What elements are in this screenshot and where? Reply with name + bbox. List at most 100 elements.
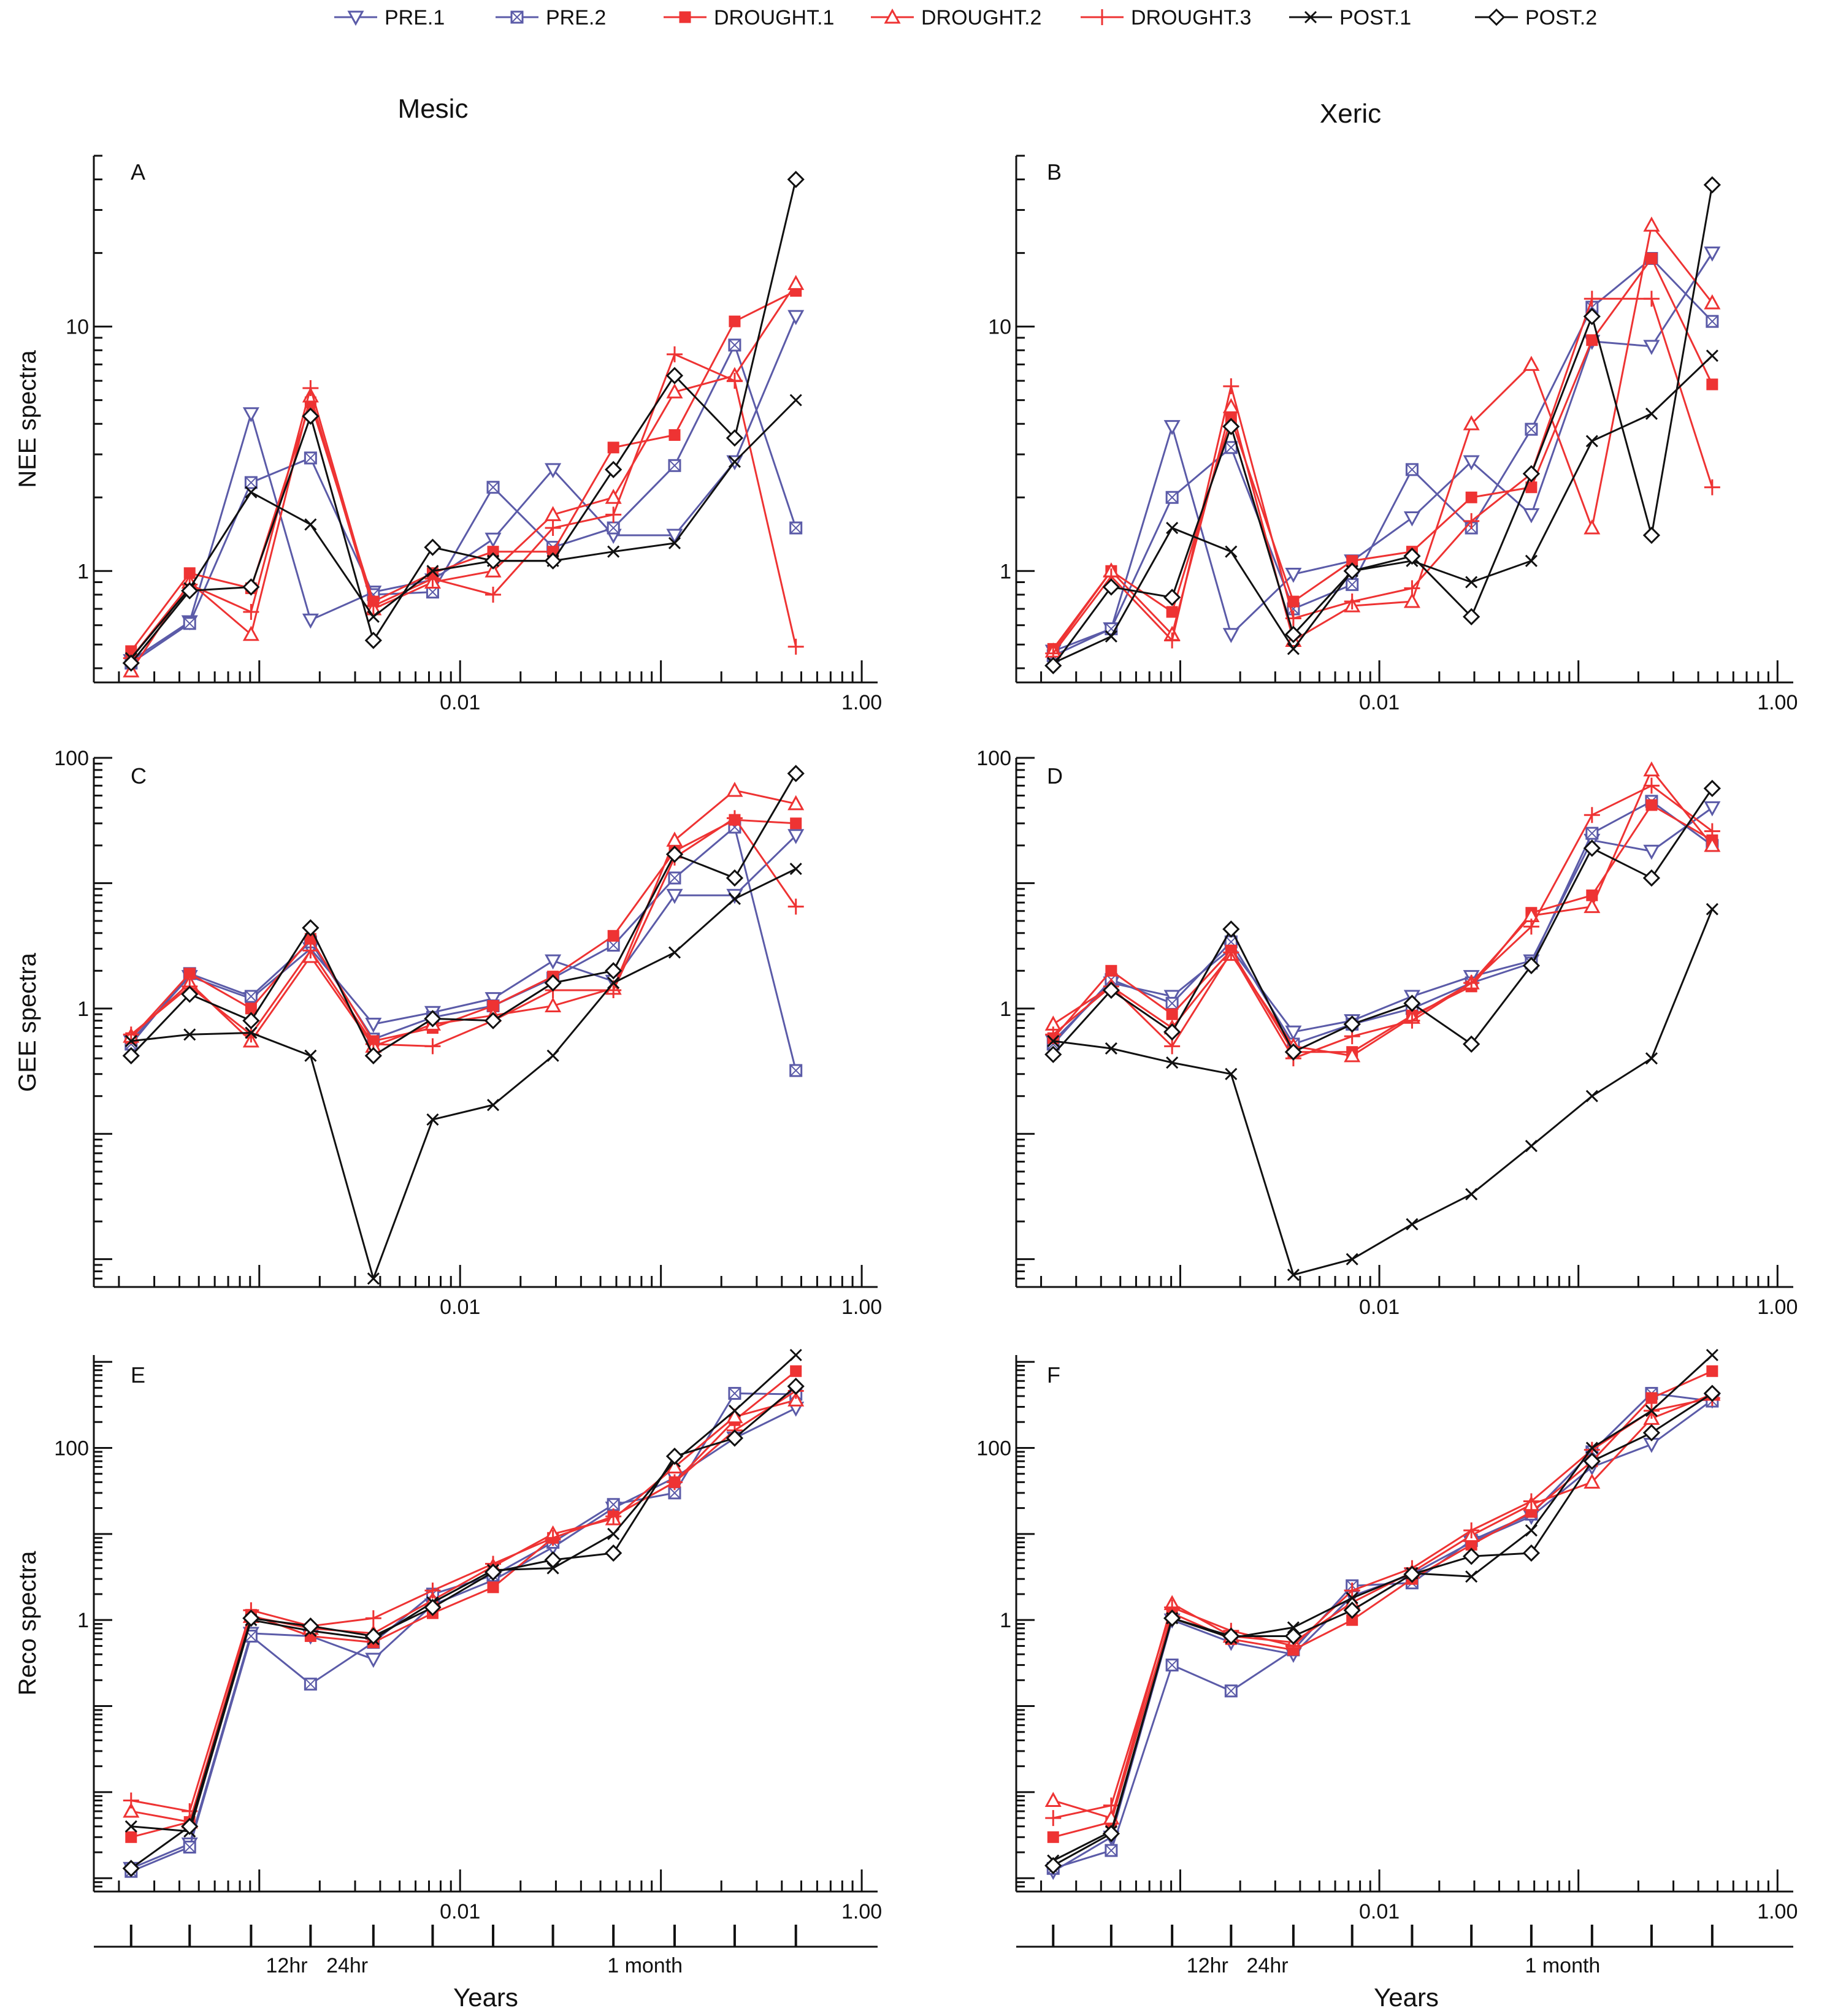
data-point (1642, 526, 1661, 544)
data-point (1102, 981, 1120, 999)
data-point (1166, 521, 1179, 535)
legend-label: DROUGHT.2 (921, 6, 1041, 29)
series-line (131, 868, 797, 1280)
data-point (1163, 420, 1181, 435)
y-tick-label: 100 (54, 747, 89, 770)
data-point (1522, 956, 1541, 974)
data-point (1102, 578, 1120, 596)
series-line (1052, 784, 1713, 1060)
series-line (130, 826, 797, 1071)
series-line (131, 1390, 797, 1812)
data-point (302, 942, 319, 959)
data-point (1166, 1056, 1179, 1069)
x-tick-label: 0.01 (440, 691, 480, 714)
series-line (1052, 258, 1714, 650)
data-point (726, 1408, 743, 1424)
data-point (726, 781, 743, 797)
legend-label: POST.2 (1525, 6, 1597, 29)
data-point (1465, 491, 1477, 503)
data-point (607, 521, 620, 535)
data-point (302, 380, 319, 397)
data-point (666, 383, 683, 399)
data-point (424, 538, 442, 556)
data-point (1102, 1825, 1120, 1842)
data-point (546, 1049, 559, 1062)
data-point (790, 1365, 802, 1377)
data-point (1223, 944, 1239, 961)
data-point (1284, 1043, 1303, 1061)
data-point (1404, 580, 1420, 597)
legend-marker (679, 11, 691, 23)
data-point (243, 604, 259, 620)
data-point (1403, 547, 1421, 565)
data-point (304, 1049, 317, 1062)
data-point (605, 489, 622, 504)
series-post-2 (1044, 176, 1721, 674)
series-line (130, 819, 796, 1042)
data-point (1522, 465, 1541, 483)
data-point (1044, 1792, 1062, 1808)
data-point (1163, 1023, 1181, 1041)
data-point (304, 1678, 317, 1691)
data-point (1704, 294, 1721, 310)
panel-c: 0.01 1.00 1 100 GEE spectra C (14, 747, 882, 1319)
y-tick-label: 100 (976, 1437, 1011, 1460)
data-point (1643, 844, 1660, 860)
data-point (787, 275, 805, 290)
data-point (1523, 1493, 1539, 1510)
x-tick-label: 1.00 (841, 691, 882, 714)
data-point (1225, 1067, 1238, 1080)
data-point (302, 613, 319, 629)
data-point (367, 1272, 380, 1285)
data-point (183, 1028, 196, 1041)
data-point (787, 310, 805, 326)
data-point (242, 625, 259, 641)
data-point (729, 315, 741, 327)
data-point (1163, 1609, 1181, 1627)
x-tick-label: 0.01 (440, 1296, 480, 1319)
data-point (122, 1047, 140, 1064)
legend-label: DROUGHT.1 (714, 6, 834, 29)
data-point (728, 892, 741, 906)
data-point (607, 441, 619, 454)
data-point (1583, 839, 1601, 857)
y-tick-label: 100 (54, 1437, 89, 1460)
legend-marker (1487, 8, 1506, 26)
data-point (1163, 589, 1181, 606)
data-point (1222, 1627, 1240, 1645)
column-title-mesic: Mesic (398, 94, 469, 124)
data-point (789, 1348, 802, 1362)
bottom-axes: 12hr 24hr 1 month 12hr 24hr 1 month (94, 1925, 1793, 1977)
data-point (1463, 1548, 1480, 1565)
legend-item-drought-2: DROUGHT.2 (871, 6, 1041, 29)
series-line (130, 1385, 797, 1869)
data-point (1704, 479, 1720, 495)
data-point (485, 586, 502, 603)
data-point (1586, 334, 1598, 346)
data-point (364, 1047, 382, 1064)
data-point (1284, 625, 1303, 643)
data-point (1584, 1473, 1601, 1489)
series-line (130, 179, 797, 664)
series-drought-3 (123, 346, 804, 666)
data-point (607, 977, 620, 990)
data-point (665, 1447, 684, 1465)
series-line (130, 817, 797, 1047)
data-point (1523, 918, 1539, 935)
panel-label: A (131, 159, 145, 185)
data-point (1045, 1810, 1062, 1827)
data-point (1645, 253, 1658, 265)
y-tick-label: 10 (988, 316, 1011, 339)
data-point (1166, 606, 1178, 618)
legend: PRE.1 PRE.2 DROUGHT.1 DROUGHT.2 DROUGHT.3 POS… (334, 6, 1597, 29)
data-point (605, 506, 622, 523)
data-point (1343, 1602, 1361, 1619)
data-point (1645, 1404, 1658, 1417)
data-point (1463, 1522, 1480, 1539)
data-point (666, 888, 683, 904)
data-point (1284, 1627, 1303, 1645)
data-point (123, 1792, 139, 1809)
data-point (1703, 779, 1721, 798)
data-point (1465, 1570, 1478, 1583)
data-point (183, 1840, 196, 1854)
